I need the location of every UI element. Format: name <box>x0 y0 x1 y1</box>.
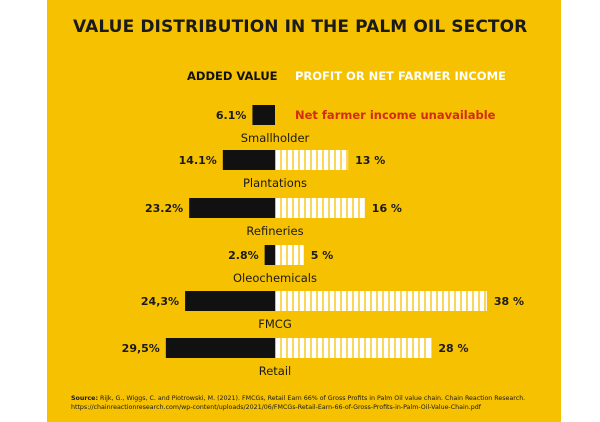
row-retail: 29,5% 28 % Retail <box>122 338 469 378</box>
bar-added-value-refineries <box>189 198 275 218</box>
legend-added-value: ADDED VALUE <box>187 69 278 83</box>
label-profit-oleochemicals: 5 % <box>311 249 334 262</box>
category-label-plantations: Plantations <box>243 176 307 190</box>
row-fmcg: 24,3% 38 % FMCG <box>141 291 524 331</box>
label-added-value-plantations: 14.1% <box>179 154 217 167</box>
chart-area: 6.1% Smallholder 14.1% 13 % Plantations 23.2%… <box>122 105 524 378</box>
label-added-value-smallholder: 6.1% <box>216 109 247 122</box>
source-label: Source: <box>71 395 98 402</box>
label-added-value-fmcg: 24,3% <box>141 295 179 308</box>
category-label-refineries: Refineries <box>246 224 303 238</box>
label-profit-plantations: 13 % <box>355 154 385 167</box>
label-added-value-oleochemicals: 2.8% <box>228 249 259 262</box>
label-profit-fmcg: 38 % <box>494 295 524 308</box>
bar-added-value-retail <box>165 338 275 358</box>
category-label-smallholder: Smallholder <box>241 131 310 145</box>
chart-title: VALUE DISTRIBUTION IN THE PALM OIL SECTO… <box>73 17 528 37</box>
category-label-retail: Retail <box>259 364 292 378</box>
label-added-value-retail: 29,5% <box>122 342 160 355</box>
category-label-oleochemicals: Oleochemicals <box>233 271 317 285</box>
bar-profit-retail <box>276 338 432 358</box>
category-label-fmcg: FMCG <box>258 317 291 331</box>
infographic-panel: VALUE DISTRIBUTION IN THE PALM OIL SECTO… <box>47 0 561 422</box>
bar-added-value-oleochemicals <box>264 245 275 265</box>
label-profit-refineries: 16 % <box>372 202 402 215</box>
source-note: Source: Rijk, G., Wiggs, C. and Piotrows… <box>71 394 555 412</box>
bar-profit-fmcg <box>276 291 487 311</box>
bar-profit-refineries <box>276 198 365 218</box>
bar-added-value-fmcg <box>185 291 275 311</box>
row-plantations: 14.1% 13 % Plantations <box>179 150 385 190</box>
bar-profit-oleochemicals <box>276 245 304 265</box>
row-refineries: 23.2% 16 % Refineries <box>145 198 402 238</box>
bar-added-value-smallholder <box>252 105 275 125</box>
row-smallholder: 6.1% Smallholder <box>216 105 310 145</box>
source-url: https://chainreactionresearch.com/wp-con… <box>71 404 481 411</box>
bar-added-value-plantations <box>222 150 275 170</box>
source-text: Rijk, G., Wiggs, C. and Piotrowski, M. (… <box>100 395 526 402</box>
annotation-income-unavailable: Net farmer income unavailable <box>295 108 496 122</box>
row-oleochemicals: 2.8% 5 % Oleochemicals <box>228 245 333 285</box>
bar-profit-plantations <box>276 150 349 170</box>
label-added-value-refineries: 23.2% <box>145 202 183 215</box>
label-profit-retail: 28 % <box>438 342 468 355</box>
legend-profit: PROFIT OR NET FARMER INCOME <box>295 69 506 83</box>
